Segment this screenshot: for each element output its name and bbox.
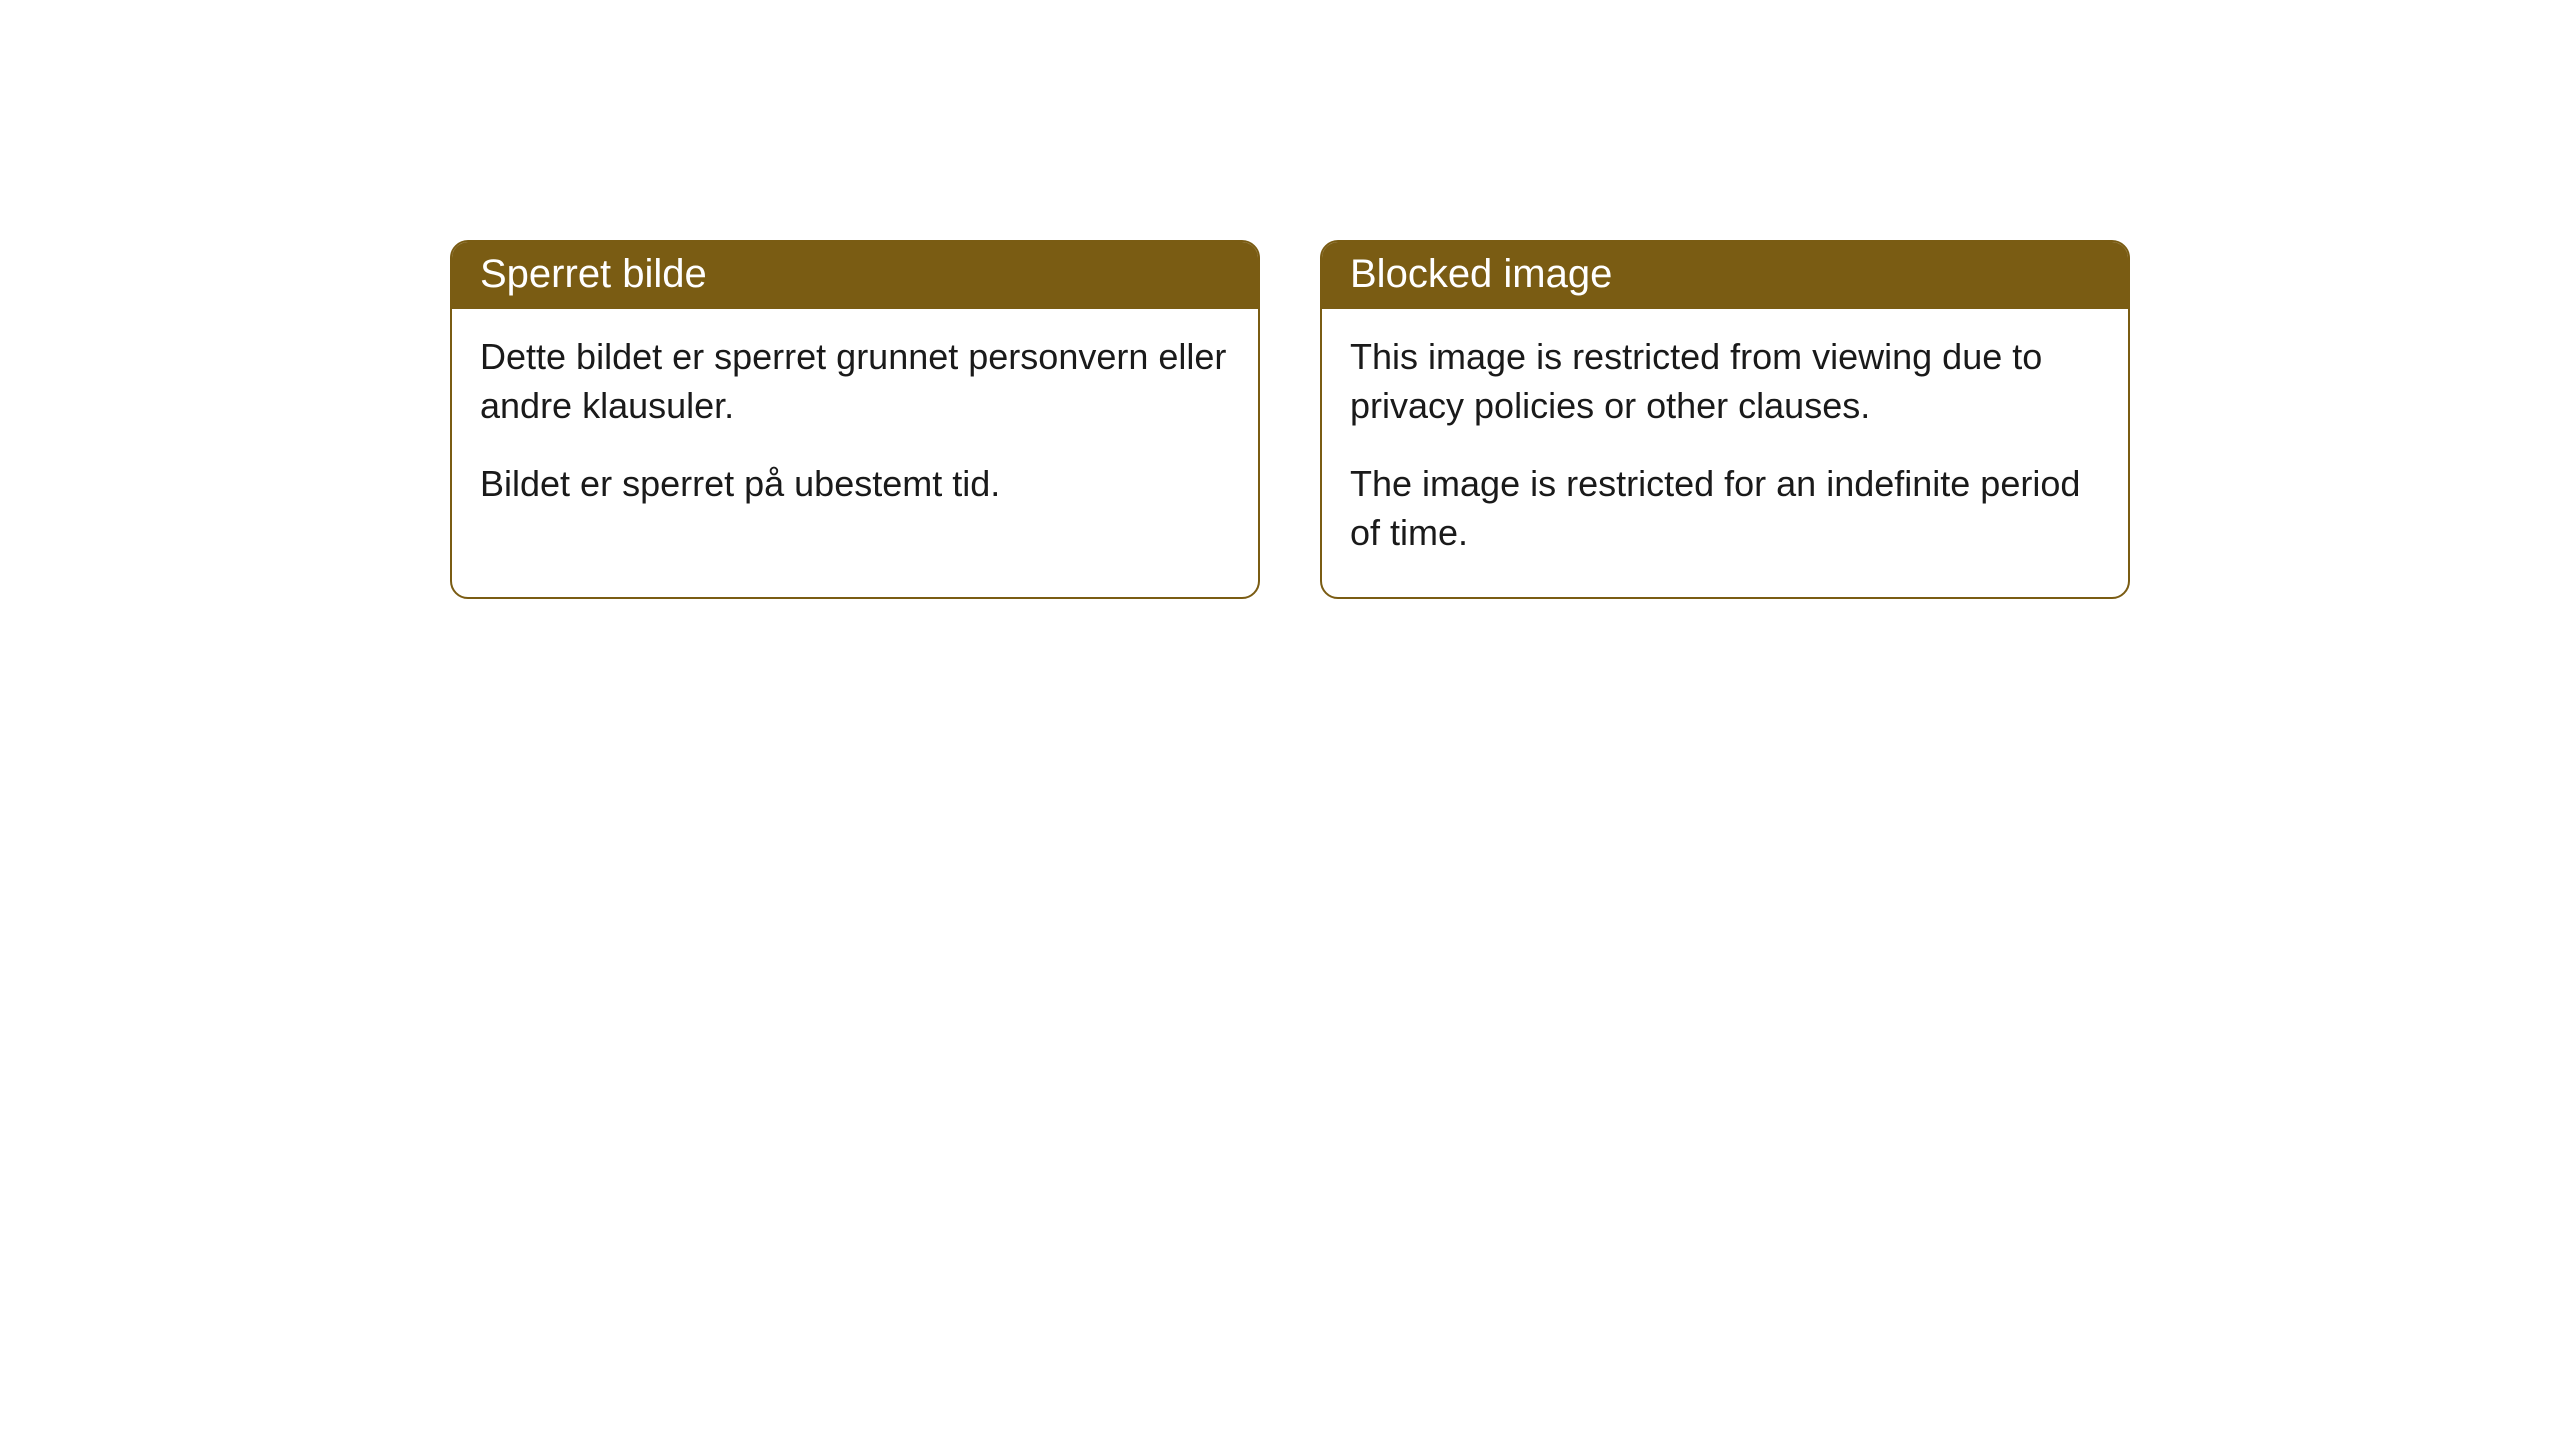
card-paragraph: The image is restricted for an indefinit… <box>1350 460 2100 557</box>
card-header: Blocked image <box>1322 242 2128 309</box>
card-header: Sperret bilde <box>452 242 1258 309</box>
card-title: Sperret bilde <box>480 252 707 296</box>
card-title: Blocked image <box>1350 252 1612 296</box>
notice-card-norwegian: Sperret bilde Dette bildet er sperret gr… <box>450 240 1260 599</box>
card-body: This image is restricted from viewing du… <box>1322 309 2128 597</box>
notice-card-english: Blocked image This image is restricted f… <box>1320 240 2130 599</box>
card-body: Dette bildet er sperret grunnet personve… <box>452 309 1258 549</box>
card-paragraph: This image is restricted from viewing du… <box>1350 333 2100 430</box>
card-paragraph: Bildet er sperret på ubestemt tid. <box>480 460 1230 509</box>
notice-container: Sperret bilde Dette bildet er sperret gr… <box>0 0 2560 599</box>
card-paragraph: Dette bildet er sperret grunnet personve… <box>480 333 1230 430</box>
